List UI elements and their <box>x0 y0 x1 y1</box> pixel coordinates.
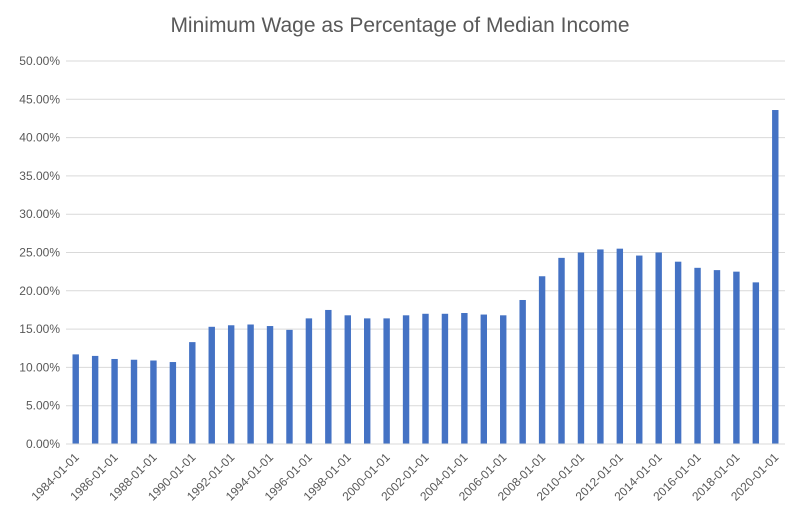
bar <box>772 110 779 445</box>
bar <box>325 309 332 444</box>
y-tick-label: 30.00% <box>19 207 60 221</box>
bar <box>674 261 682 444</box>
bar <box>636 255 643 444</box>
chart-title: Minimum Wage as Percentage of Median Inc… <box>170 14 630 37</box>
bar <box>422 313 429 444</box>
bar <box>383 318 390 444</box>
y-tick-label: 20.00% <box>19 284 60 298</box>
bar <box>752 282 760 444</box>
bar <box>227 325 235 444</box>
y-tick-label: 10.00% <box>19 360 60 374</box>
bar <box>655 252 662 444</box>
bar <box>130 359 138 444</box>
y-tick-label: 40.00% <box>19 131 60 145</box>
bar <box>150 360 157 444</box>
bar <box>500 315 507 444</box>
bar <box>733 271 740 444</box>
bar <box>616 248 624 444</box>
bar <box>72 354 79 444</box>
bar <box>189 342 196 444</box>
bar <box>169 362 177 444</box>
bar <box>558 257 565 444</box>
bar <box>577 252 585 444</box>
y-tick-label: 0.00% <box>26 437 60 451</box>
y-tick-label: 5.00% <box>26 399 60 413</box>
bar <box>364 318 371 444</box>
y-tick-label: 45.00% <box>19 92 60 106</box>
y-tick-label: 35.00% <box>19 169 60 183</box>
y-tick-label: 25.00% <box>19 246 60 260</box>
y-tick-label: 15.00% <box>19 322 60 336</box>
bar <box>208 326 215 444</box>
bar <box>286 329 293 444</box>
bar <box>597 249 604 444</box>
bar <box>247 324 254 444</box>
y-tick-label: 50.00% <box>19 54 60 68</box>
bar <box>461 313 468 444</box>
bar <box>694 267 701 444</box>
bar <box>519 299 526 444</box>
bar <box>713 270 721 444</box>
bar <box>111 358 118 444</box>
bar <box>441 313 449 444</box>
bar <box>538 276 546 444</box>
bar <box>344 315 351 444</box>
bar <box>266 326 274 444</box>
bar <box>480 314 487 444</box>
bar <box>91 355 99 444</box>
bar <box>402 315 410 444</box>
bar <box>305 318 313 444</box>
